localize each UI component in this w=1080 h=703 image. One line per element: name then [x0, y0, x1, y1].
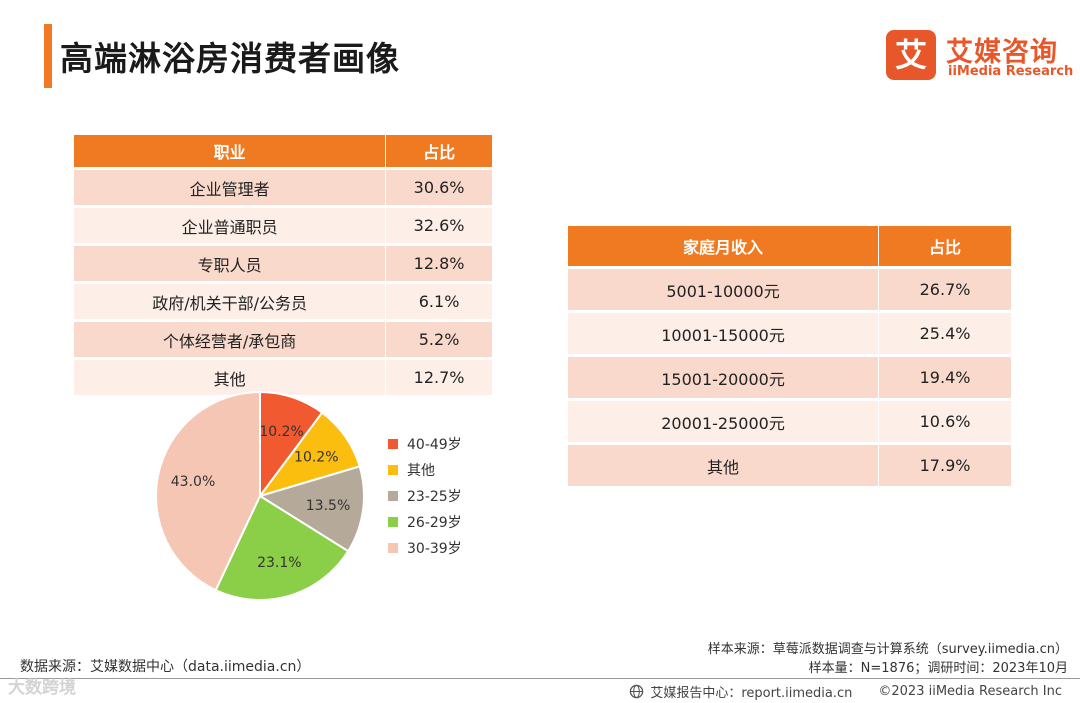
legend-swatch: [388, 543, 398, 553]
table-row: 5001-10000元 26.7%: [568, 269, 1011, 310]
occupation-header: 职业: [74, 135, 386, 167]
income-cell: 10001-15000元: [568, 313, 879, 354]
legend-item: 40-49岁: [388, 431, 462, 457]
share-cell: 26.7%: [878, 269, 1011, 310]
legend-label: 23-25岁: [407, 489, 462, 505]
share-cell: 12.7%: [385, 360, 492, 395]
legend-label: 其他: [407, 463, 435, 479]
sample-source: 样本来源：草莓派数据调查与计算系统（survey.iimedia.cn）: [707, 642, 1068, 657]
pie-data-label: 23.1%: [257, 555, 301, 571]
table-row: 20001-25000元 10.6%: [568, 401, 1011, 442]
table-row: 其他 17.9%: [568, 445, 1011, 486]
occupation-cell: 个体经营者/承包商: [74, 322, 386, 357]
report-center-link[interactable]: 艾媒报告中心：report.iimedia.cn: [650, 686, 853, 701]
legend-item: 30-39岁: [388, 535, 462, 561]
share-cell: 32.6%: [385, 208, 492, 243]
pie-data-label: 10.2%: [259, 424, 303, 440]
share-cell: 19.4%: [878, 357, 1011, 398]
pie-slice-30-39岁: [155, 390, 261, 592]
table-row: 15001-20000元 19.4%: [568, 357, 1011, 398]
table-row: 10001-15000元 25.4%: [568, 313, 1011, 354]
logo-mark-icon: 艾: [886, 30, 936, 80]
legend-item: 26-29岁: [388, 509, 462, 535]
globe-icon: [630, 684, 644, 699]
table-row: 个体经营者/承包商 5.2%: [74, 322, 492, 357]
income-cell: 5001-10000元: [568, 269, 879, 310]
table-row: 政府/机关干部/公务员 6.1%: [74, 284, 492, 319]
table-row: 专职人员 12.8%: [74, 246, 492, 281]
income-cell: 20001-25000元: [568, 401, 879, 442]
occupation-table: 职业 占比 企业管理者 30.6% 企业普通职员 32.6% 专职人员 12.8…: [74, 132, 492, 398]
data-source: 数据来源：艾媒数据中心（data.iimedia.cn）: [20, 659, 311, 675]
pie-slice-23-25岁: [257, 465, 365, 553]
footer-divider: [0, 678, 1080, 679]
legend-swatch: [388, 439, 398, 449]
footer-bar: 艾媒报告中心：report.iimedia.cn ©2023 iiMedia R…: [629, 682, 1062, 701]
income-share-header: 占比: [878, 226, 1011, 266]
share-cell: 30.6%: [385, 170, 492, 205]
share-cell: 10.6%: [878, 401, 1011, 442]
legend-swatch: [388, 517, 398, 527]
share-cell: 5.2%: [385, 322, 492, 357]
legend-label: 40-49岁: [407, 437, 462, 453]
sample-size-and-date: 样本量：N=1876；调研时间：2023年10月: [808, 661, 1068, 676]
share-cell: 17.9%: [878, 445, 1011, 486]
pie-data-label: 13.5%: [306, 498, 350, 514]
legend-swatch: [388, 491, 398, 501]
age-pie-chart: 10.2% 10.2% 13.5% 23.1% 43.0%: [155, 390, 365, 601]
iimedia-logo: 艾 艾媒咨询 iiMedia Research: [886, 30, 1073, 86]
title-accent-bar: [44, 24, 52, 88]
table-row: 企业管理者 30.6%: [74, 170, 492, 205]
share-cell: 25.4%: [878, 313, 1011, 354]
occupation-cell: 企业管理者: [74, 170, 386, 205]
legend-item: 其他: [388, 457, 462, 483]
occupation-cell: 企业普通职员: [74, 208, 386, 243]
share-cell: 6.1%: [385, 284, 492, 319]
table-row: 企业普通职员 32.6%: [74, 208, 492, 243]
legend-item: 23-25岁: [388, 483, 462, 509]
occupation-share-header: 占比: [385, 135, 492, 167]
legend-label: 30-39岁: [407, 541, 462, 557]
watermark: 大数跨境: [8, 678, 76, 698]
sample-info-block: 样本来源：草莓派数据调查与计算系统（survey.iimedia.cn） 样本量…: [708, 640, 1068, 678]
income-cell: 其他: [568, 445, 879, 486]
copyright: ©2023 iiMedia Research Inc: [878, 684, 1062, 699]
share-cell: 12.8%: [385, 246, 492, 281]
income-cell: 15001-20000元: [568, 357, 879, 398]
pie-data-label: 43.0%: [171, 474, 215, 490]
pie-legend: 40-49岁 其他 23-25岁 26-29岁 30-39岁: [388, 431, 462, 561]
income-table: 家庭月收入 占比 5001-10000元 26.7% 10001-15000元 …: [568, 223, 1011, 489]
legend-swatch: [388, 465, 398, 475]
legend-label: 26-29岁: [407, 515, 462, 531]
pie-data-label: 10.2%: [294, 450, 338, 466]
logo-chinese-name: 艾媒咨询: [946, 37, 1058, 68]
income-header: 家庭月收入: [568, 226, 879, 266]
occupation-cell: 专职人员: [74, 246, 386, 281]
occupation-cell: 其他: [74, 360, 386, 395]
occupation-cell: 政府/机关干部/公务员: [74, 284, 386, 319]
table-row: 其他 12.7%: [74, 360, 492, 395]
logo-english-name: iiMedia Research: [948, 64, 1074, 79]
page-title: 高端淋浴房消费者画像: [60, 39, 400, 78]
